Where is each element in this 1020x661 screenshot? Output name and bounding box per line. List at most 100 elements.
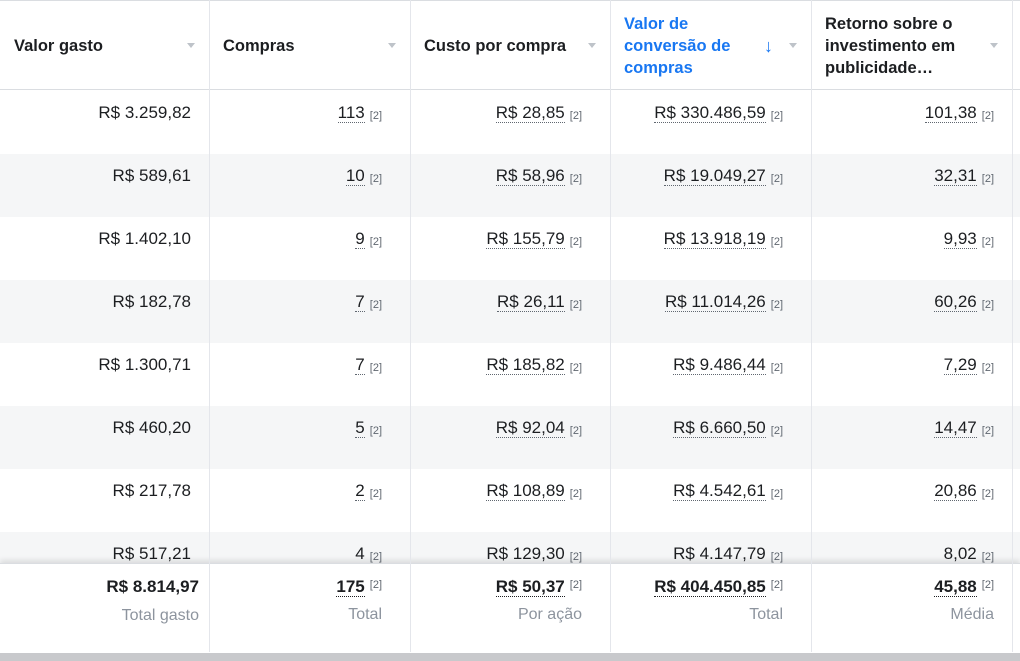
footnote-marker[interactable]: [2]: [369, 110, 382, 122]
footnote-marker[interactable]: [2]: [981, 579, 994, 591]
footnote-marker[interactable]: [2]: [981, 488, 994, 500]
cell-value[interactable]: R$ 155,79: [486, 229, 565, 249]
footnote-marker[interactable]: [2]: [569, 236, 582, 248]
table-row[interactable]: R$ 589,61 10 [2] R$ 58,96 [2] R$ 19.049,27 [2]…: [0, 154, 1020, 217]
footnote-marker[interactable]: [2]: [770, 579, 783, 591]
cell-value[interactable]: R$ 185,82: [486, 355, 565, 375]
footnote-marker[interactable]: [2]: [569, 362, 582, 374]
footnote-marker[interactable]: [2]: [770, 236, 783, 248]
footnote-marker[interactable]: [2]: [981, 362, 994, 374]
column-divider[interactable]: [811, 0, 812, 652]
cell-value[interactable]: 32,31: [934, 166, 977, 186]
table-row[interactable]: R$ 182,78 7 [2] R$ 26,11 [2] R$ 11.014,26 [2] 6…: [0, 280, 1020, 343]
footnote-marker[interactable]: [2]: [981, 299, 994, 311]
footnote-marker[interactable]: [2]: [569, 110, 582, 122]
footnote-marker[interactable]: [2]: [369, 579, 382, 591]
table-row[interactable]: R$ 1.300,71 7 [2] R$ 185,82 [2] R$ 9.486,44 [2…: [0, 343, 1020, 406]
footnote-marker[interactable]: [2]: [770, 362, 783, 374]
footnote-marker[interactable]: [2]: [369, 236, 382, 248]
footnote-marker[interactable]: [2]: [770, 488, 783, 500]
cell-value[interactable]: R$ 9.486,44: [673, 355, 766, 375]
footnote-marker[interactable]: [2]: [369, 488, 382, 500]
total-value[interactable]: R$ 50,37: [495, 577, 565, 597]
footnote-marker[interactable]: [2]: [569, 173, 582, 185]
footnote-marker[interactable]: [2]: [770, 425, 783, 437]
footnote-marker[interactable]: [2]: [369, 362, 382, 374]
footnote-marker[interactable]: [2]: [369, 173, 382, 185]
table-row[interactable]: R$ 460,20 5 [2] R$ 92,04 [2] R$ 6.660,50 [2] 14…: [0, 406, 1020, 469]
column-divider[interactable]: [410, 0, 411, 652]
cell-value[interactable]: R$ 4.542,61: [673, 481, 766, 501]
cell-value[interactable]: 14,47: [934, 418, 977, 438]
column-divider[interactable]: [209, 0, 210, 652]
total-value[interactable]: 175: [336, 577, 365, 597]
cell-value: R$ 217,78: [112, 481, 191, 500]
table-row[interactable]: R$ 3.259,82 113 [2] R$ 28,85 [2] R$ 330.486,5…: [0, 91, 1020, 154]
footnote-marker[interactable]: [2]: [770, 110, 783, 122]
column-header-retorno-investimento[interactable]: Retorno sobre o investimento em publicid…: [811, 1, 1020, 90]
footnote-marker[interactable]: [2]: [369, 299, 382, 311]
footnote-marker[interactable]: [2]: [770, 299, 783, 311]
horizontal-scrollbar[interactable]: [0, 653, 1020, 661]
column-divider[interactable]: [1012, 0, 1013, 652]
table-cell-compras: 5 [2]: [209, 406, 410, 469]
column-header-valor-gasto[interactable]: Valor gasto: [0, 1, 209, 90]
cell-value[interactable]: 7: [355, 355, 365, 375]
cell-value[interactable]: 9,93: [943, 229, 977, 249]
cell-value[interactable]: R$ 92,04: [495, 418, 565, 438]
table-cell-custo-por-compra: R$ 28,85 [2]: [410, 91, 610, 154]
total-value[interactable]: R$ 404.450,85: [654, 577, 766, 597]
footnote-marker[interactable]: [2]: [569, 425, 582, 437]
footnote-marker[interactable]: [2]: [770, 173, 783, 185]
cell-value[interactable]: 9: [355, 229, 365, 249]
chevron-down-icon[interactable]: [588, 43, 596, 48]
cell-value[interactable]: R$ 26,11: [497, 292, 565, 312]
footnote-marker[interactable]: [2]: [569, 579, 582, 591]
cell-value[interactable]: R$ 11.014,26: [664, 292, 766, 312]
chevron-down-icon[interactable]: [388, 43, 396, 48]
sort-descending-icon[interactable]: ↓: [764, 35, 773, 56]
footnote-marker[interactable]: [2]: [569, 551, 582, 563]
cell-value[interactable]: 60,26: [934, 292, 977, 312]
cell-value[interactable]: 5: [355, 418, 365, 438]
cell-value[interactable]: 101,38: [924, 103, 977, 123]
cell-value[interactable]: 4: [355, 544, 365, 564]
cell-value[interactable]: R$ 28,85: [495, 103, 565, 123]
footnote-marker[interactable]: [2]: [981, 425, 994, 437]
chevron-down-icon[interactable]: [789, 43, 797, 48]
footnote-marker[interactable]: [2]: [369, 425, 382, 437]
footnote-marker[interactable]: [2]: [981, 236, 994, 248]
column-header-custo-por-compra[interactable]: Custo por compra: [410, 1, 610, 90]
cell-value[interactable]: R$ 13.918,19: [663, 229, 766, 249]
table-row[interactable]: R$ 217,78 2 [2] R$ 108,89 [2] R$ 4.542,61 [2] 2…: [0, 469, 1020, 532]
table-row[interactable]: R$ 1.402,10 9 [2] R$ 155,79 [2] R$ 13.918,19 […: [0, 217, 1020, 280]
total-value[interactable]: 45,88: [934, 577, 977, 597]
column-header-valor-conversao[interactable]: Valor de conversão de compras ↓: [610, 1, 811, 90]
cell-value[interactable]: R$ 58,96: [495, 166, 565, 186]
footnote-marker[interactable]: [2]: [569, 299, 582, 311]
cell-value[interactable]: 2: [355, 481, 365, 501]
cell-value[interactable]: R$ 6.660,50: [673, 418, 766, 438]
footnote-marker[interactable]: [2]: [369, 551, 382, 563]
cell-value[interactable]: R$ 19.049,27: [663, 166, 766, 186]
footnote-marker[interactable]: [2]: [981, 173, 994, 185]
cell-value[interactable]: R$ 4.147,79: [673, 544, 766, 564]
cell-value[interactable]: 20,86: [934, 481, 977, 501]
cell-value[interactable]: 7,29: [943, 355, 977, 375]
footnote-marker[interactable]: [2]: [981, 551, 994, 563]
cell-value[interactable]: R$ 330.486,59: [654, 103, 766, 123]
chevron-down-icon[interactable]: [187, 43, 195, 48]
table-cell-valor-gasto: R$ 217,78: [0, 469, 209, 532]
chevron-down-icon[interactable]: [990, 43, 998, 48]
footnote-marker[interactable]: [2]: [569, 488, 582, 500]
cell-value[interactable]: R$ 129,30: [486, 544, 565, 564]
footnote-marker[interactable]: [2]: [981, 110, 994, 122]
cell-value[interactable]: 10: [345, 166, 365, 186]
cell-value[interactable]: 113: [337, 103, 365, 123]
cell-value[interactable]: R$ 108,89: [486, 481, 565, 501]
column-divider[interactable]: [610, 0, 611, 652]
column-header-compras[interactable]: Compras: [209, 1, 410, 90]
cell-value[interactable]: 8,02: [943, 544, 977, 564]
footnote-marker[interactable]: [2]: [770, 551, 783, 563]
cell-value[interactable]: 7: [355, 292, 365, 312]
